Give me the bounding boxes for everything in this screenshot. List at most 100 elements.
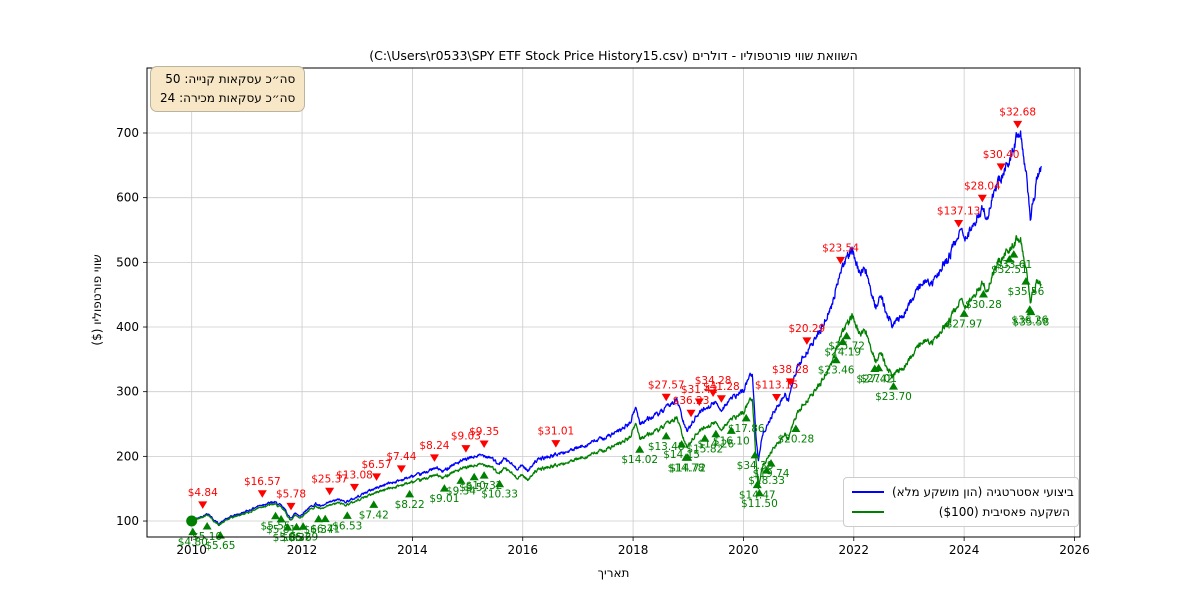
buy-label: $19.74	[753, 468, 790, 480]
strategy-line	[191, 130, 1043, 525]
x-tick-label: 2016	[507, 543, 538, 557]
buy-marker	[439, 484, 449, 492]
sell-marker	[198, 501, 208, 509]
buy-marker	[874, 363, 884, 372]
buy-label: $23.70	[875, 391, 912, 403]
x-tick-label: 2024	[949, 543, 980, 557]
buy-marker	[1026, 307, 1036, 316]
y-tick-label: 500	[116, 255, 139, 269]
sell-label: $9.35	[469, 426, 499, 438]
sell-label: $137.13	[937, 206, 980, 218]
x-tick-label: 2014	[397, 543, 428, 557]
sell-marker	[686, 409, 696, 418]
buy-label: $15.82	[686, 443, 723, 455]
sell-label: $13.08	[336, 469, 373, 481]
x-tick-label: 2020	[728, 543, 759, 557]
chart-title: השוואת שווי פורטפוליו - דולרים (C:\Users…	[369, 48, 858, 63]
sell-marker	[551, 440, 561, 448]
buy-label: $23.46	[818, 365, 855, 377]
sell-count-line: סה״כ עסקאות מכירה: 24	[160, 90, 296, 105]
sell-label: $32.68	[999, 106, 1036, 118]
buy-marker	[495, 479, 505, 488]
buy-label: $8.36	[281, 532, 311, 544]
legend-item: ביצועי אסטרטגיה (הון מושקע מלא)	[852, 482, 1074, 502]
sell-label: $8.24	[419, 440, 449, 452]
buy-marker	[369, 500, 379, 508]
buy-marker	[754, 488, 764, 497]
sell-marker	[349, 483, 359, 492]
buy-marker	[661, 431, 671, 440]
sell-label: $4.84	[188, 487, 218, 499]
buy-label: $17.86	[728, 423, 765, 435]
buy-label: $35.56	[1008, 286, 1045, 298]
buy-marker	[298, 522, 308, 530]
buy-label: $9.34	[446, 485, 476, 497]
sell-marker	[661, 393, 671, 402]
y-tick-label: 600	[116, 191, 139, 205]
sell-label: $9.03	[451, 431, 481, 443]
buy-marker	[1021, 277, 1031, 285]
buy-marker	[283, 523, 293, 531]
buy-label: $14.26	[697, 439, 734, 451]
sell-label: $5.78	[276, 488, 306, 500]
buy-label: $14.78	[668, 462, 705, 474]
buy-marker	[889, 382, 899, 390]
plot-background	[147, 68, 1080, 537]
buy-label: $7.42	[359, 509, 389, 521]
buy-marker	[314, 514, 324, 523]
legend-label: השקעה פאסיבית ($100)	[938, 505, 1070, 519]
sell-label: $41.28	[703, 381, 740, 393]
buy-marker	[271, 511, 281, 520]
y-tick-label: 200	[116, 449, 139, 463]
buy-label: $35.58	[1013, 317, 1050, 329]
sell-label: $34.28	[695, 375, 732, 387]
buy-label: $27.01	[860, 373, 897, 385]
buy-label: $6.53	[332, 520, 362, 532]
y-tick-label: 700	[116, 126, 139, 140]
buy-marker	[791, 424, 801, 433]
sell-marker	[785, 378, 795, 386]
sell-marker	[429, 454, 439, 462]
passive-line-sample	[852, 511, 884, 513]
buy-label: $36.26	[1011, 314, 1048, 326]
buy-marker	[978, 290, 988, 298]
buy-label: $34.38	[737, 460, 774, 472]
buy-marker	[479, 471, 489, 479]
buy-label: $6.34	[304, 524, 334, 536]
sell-marker	[257, 490, 267, 498]
sell-label: $31.01	[537, 426, 574, 438]
buy-label: $9.01	[429, 493, 459, 505]
sell-label: $113.15	[755, 379, 798, 391]
buy-label: $5.85	[273, 532, 303, 544]
x-tick-label: 2012	[287, 543, 318, 557]
sell-marker	[954, 220, 964, 228]
buy-label: $9.57	[459, 482, 489, 494]
buy-label: $14.72	[669, 462, 706, 474]
buy-marker	[959, 309, 969, 317]
buy-label: $13.48	[648, 441, 685, 453]
sell-label: $30.40	[983, 149, 1020, 161]
sell-label: $20.29	[789, 323, 826, 335]
buy-marker	[320, 514, 330, 523]
buy-label: $6.71	[310, 524, 340, 536]
x-tick-label: 2026	[1059, 543, 1090, 557]
legend-item: השקעה פאסיבית ($100)	[852, 502, 1070, 522]
sell-marker	[479, 440, 489, 449]
buy-label: $16.10	[713, 435, 750, 447]
sell-marker	[772, 393, 782, 402]
buy-label: $10.33	[481, 489, 518, 501]
buy-label: $24.19	[824, 347, 861, 359]
sell-marker	[802, 337, 812, 345]
buy-marker	[1004, 255, 1014, 263]
buy-marker	[831, 355, 841, 364]
sell-label: $16.57	[244, 476, 281, 488]
plot-border	[146, 67, 1081, 538]
buy-label: $14.15	[663, 449, 700, 461]
sell-marker	[396, 465, 406, 473]
y-tick-label: 400	[116, 320, 139, 334]
buy-label: $25.72	[828, 341, 865, 353]
buy-label: $5.55	[261, 521, 291, 533]
buy-label: $4.80	[178, 537, 208, 549]
x-tick-label: 2022	[839, 543, 870, 557]
